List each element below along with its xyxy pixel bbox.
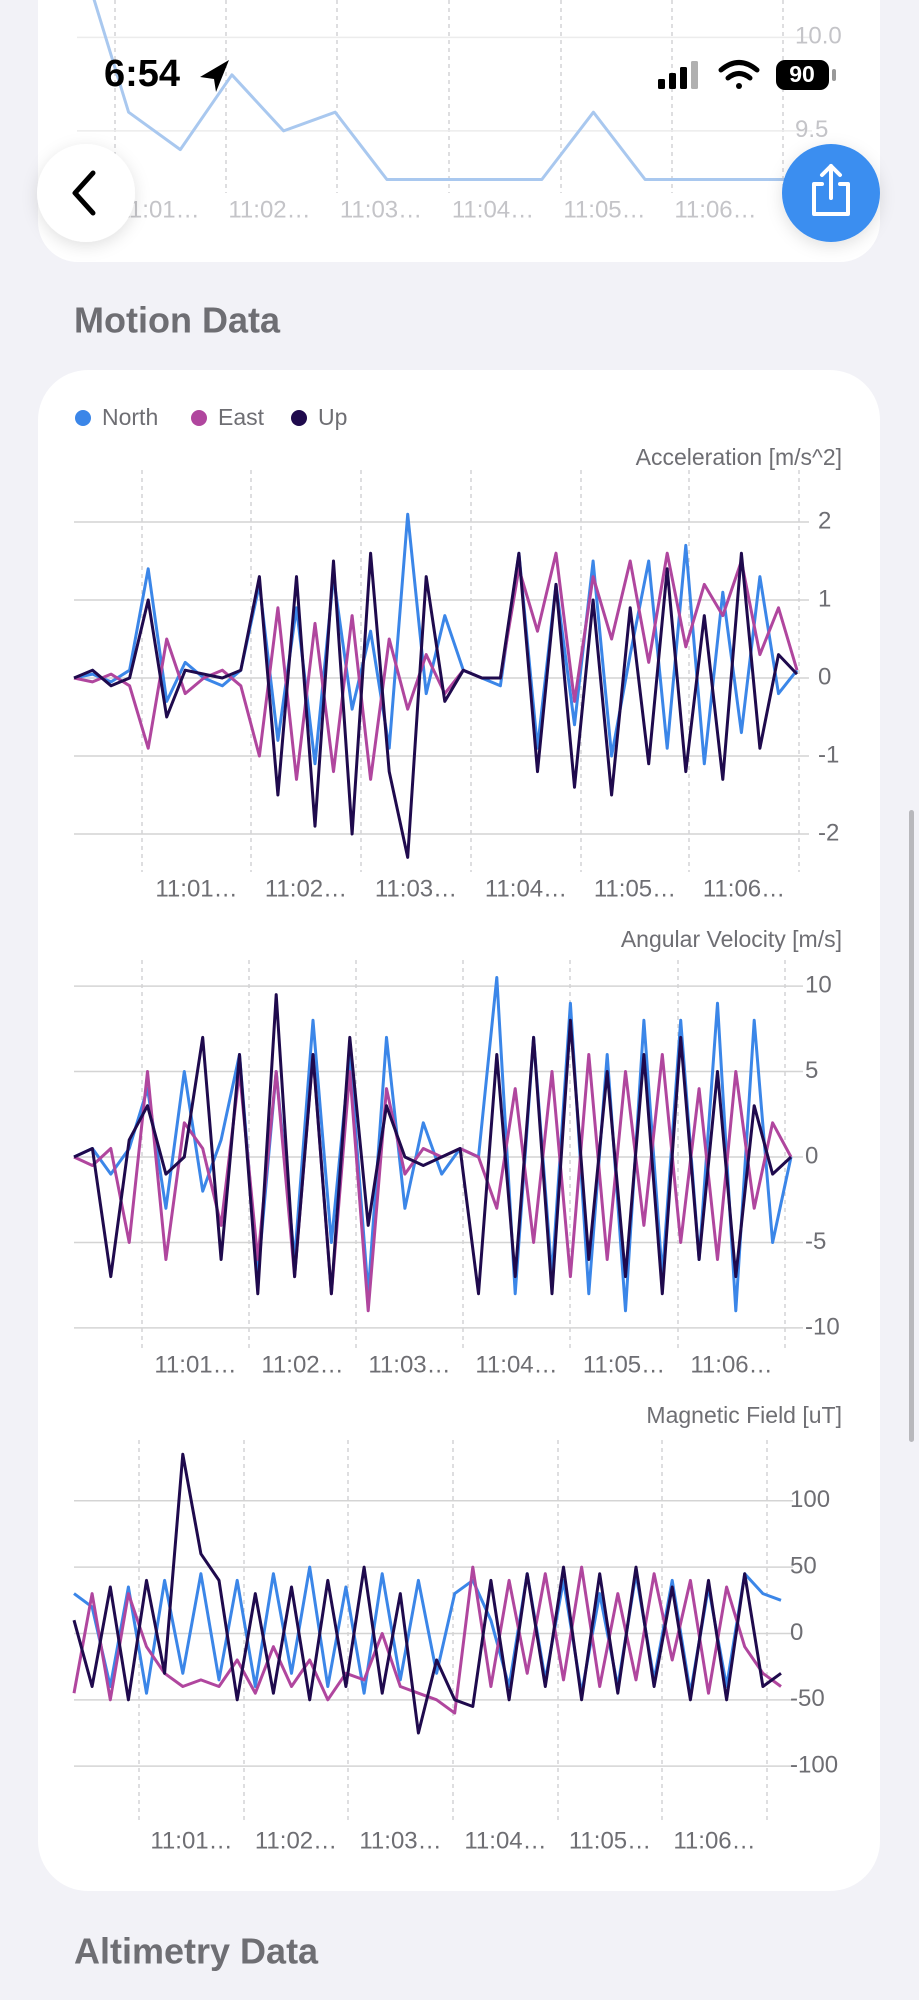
series-line <box>73 551 799 781</box>
x-tick-label: 11:05… <box>594 875 676 902</box>
y-tick-label: 1 <box>818 585 831 612</box>
plot <box>73 976 793 1313</box>
battery-level: 90 <box>789 61 815 87</box>
x-tick-label: 11:04… <box>475 1351 557 1378</box>
y-tick-label: -10 <box>805 1313 840 1340</box>
x-tick-label: 11:02… <box>261 1351 343 1378</box>
x-tick-label: 11:03… <box>368 1351 450 1378</box>
x-tick-label: 11:05… <box>569 1827 651 1854</box>
y-tick-label: 10.0 <box>795 23 842 50</box>
legend: North East Up <box>75 404 347 430</box>
x-tick-label: 11:04… <box>464 1827 546 1854</box>
motion-card <box>38 370 880 1891</box>
y-tick-label: -5 <box>805 1228 826 1255</box>
chart-title: Acceleration [m/s^2] <box>636 444 842 470</box>
y-tick-label: 0 <box>790 1619 803 1646</box>
x-tick-label: 11:03… <box>359 1827 441 1854</box>
x-tick-label: 11:06… <box>690 1351 772 1378</box>
status-time: 6:54 <box>104 53 180 95</box>
x-tick-label: 11:01… <box>155 875 237 902</box>
y-tick-label: 0 <box>818 663 831 690</box>
wifi-icon <box>718 60 760 89</box>
legend-label: North <box>102 404 158 430</box>
plot <box>73 512 799 859</box>
x-tick-label: 11:03… <box>340 196 422 223</box>
battery-tip <box>832 69 836 81</box>
y-tick-label: 10 <box>805 971 832 998</box>
scrollbar <box>909 810 914 1442</box>
y-tick-label: 100 <box>790 1486 830 1513</box>
share-icon <box>812 164 850 216</box>
x-tick-label: 11:03… <box>375 875 457 902</box>
x-tick-label: 11:05… <box>583 1351 665 1378</box>
plot <box>92 0 800 181</box>
plot <box>72 1452 782 1735</box>
y-tick-label: 50 <box>790 1552 817 1579</box>
x-tick-label: 11:06… <box>674 196 756 223</box>
x-tick-label: 11:02… <box>255 1827 337 1854</box>
chart-title: Angular Velocity [m/s] <box>621 926 842 952</box>
series-line <box>73 512 799 766</box>
legend-dot <box>75 410 91 426</box>
series-line <box>73 993 793 1296</box>
series-line <box>73 551 799 859</box>
x-tick-label: 11:02… <box>228 196 310 223</box>
x-tick-label: 11:04… <box>452 196 534 223</box>
y-tick-label: -2 <box>818 819 839 846</box>
x-tick-label: 11:01… <box>150 1827 232 1854</box>
x-tick-label: 11:06… <box>673 1827 755 1854</box>
section-title: Motion Data <box>74 300 281 341</box>
x-tick-label: 11:02… <box>265 875 347 902</box>
legend-label: Up <box>318 404 347 430</box>
x-tick-label: 11:05… <box>563 196 645 223</box>
x-tick-label: 11:01… <box>154 1351 236 1378</box>
chart-title: Magnetic Field [uT] <box>646 1402 842 1428</box>
y-tick-label: 2 <box>818 507 831 534</box>
location-icon <box>200 60 229 92</box>
battery-icon <box>776 60 829 90</box>
legend-label: East <box>218 404 265 430</box>
series-line <box>92 0 800 181</box>
x-tick-label: 11:06… <box>703 875 785 902</box>
series-line <box>72 1452 782 1735</box>
legend-dot <box>291 410 307 426</box>
y-tick-label: 0 <box>805 1142 818 1169</box>
signal-icon <box>658 61 698 89</box>
back-icon <box>72 170 96 216</box>
y-tick-label: 9.5 <box>795 116 828 143</box>
back-button[interactable] <box>37 144 135 242</box>
x-tick-label: 11:04… <box>485 875 567 902</box>
y-tick-label: -1 <box>818 741 839 768</box>
section-title: Altimetry Data <box>74 1931 319 1972</box>
y-tick-label: 5 <box>805 1057 818 1084</box>
y-tick-label: -50 <box>790 1685 825 1712</box>
legend-dot <box>191 410 207 426</box>
y-tick-label: -100 <box>790 1752 838 1779</box>
